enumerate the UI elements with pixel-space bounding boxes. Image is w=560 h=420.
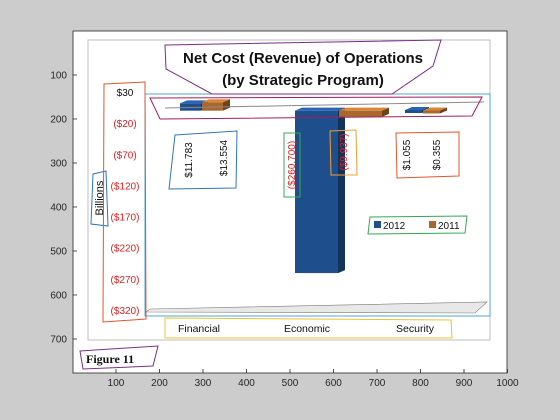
y-tick-label: $30 — [117, 88, 134, 99]
bar-front — [295, 110, 338, 274]
data-label: $1.055 — [402, 139, 413, 170]
outer-y-tick-label: 700 — [50, 335, 67, 346]
bar-front — [180, 103, 201, 111]
outer-x-axis: 100 200 300 400 500 600 700 800 900 1000 — [108, 369, 519, 389]
outer-x-tick-label: 400 — [238, 378, 255, 389]
outer-y-tick-label: 200 — [50, 115, 67, 126]
label-box-security — [395, 131, 460, 179]
y-tick-labels: $30 ($20) ($70) ($120) ($170) ($220) ($270) ($3… — [111, 88, 140, 317]
category-label: Security — [396, 323, 435, 335]
outer-y-tick-label: 100 — [50, 71, 67, 82]
bar-side — [440, 107, 447, 114]
ytick-box — [102, 81, 147, 323]
chart-image-frame — [87, 39, 491, 341]
outer-x-tick-label: 300 — [195, 378, 212, 389]
outer-x-tick-label: 100 — [108, 378, 125, 389]
outer-y-tick-label: 500 — [50, 247, 67, 258]
outer-x-tick-label: 600 — [325, 378, 342, 389]
bar-top — [180, 100, 208, 104]
bar-front — [202, 102, 223, 111]
y-tick-label: ($70) — [113, 150, 136, 161]
legend: 2012 2011 — [374, 221, 460, 232]
legend-label: 2011 — [438, 221, 460, 232]
bar-side — [338, 107, 345, 274]
data-label: $13.554 — [219, 139, 230, 176]
title-box — [164, 39, 442, 95]
label-box-economic-2012 — [283, 132, 301, 198]
category-label: Economic — [284, 323, 330, 335]
bar-2012-economic — [295, 107, 345, 274]
label-box-financial — [168, 130, 238, 190]
outer-x-tick-label: 800 — [412, 378, 429, 389]
bar-front — [405, 110, 422, 114]
baseline-box — [149, 96, 483, 120]
zero-baseline — [164, 101, 485, 109]
y-tick-label: ($170) — [111, 213, 140, 224]
y-tick-label: ($120) — [111, 181, 140, 192]
bar-front — [339, 110, 382, 117]
label-box-economic-2011 — [329, 129, 358, 176]
data-labels: $11.783 $13.554 ($260.700) ($9.937) $1.055 $0… — [184, 133, 443, 189]
y-tick-label: ($270) — [111, 275, 140, 286]
bar-top — [423, 107, 447, 111]
outer-y-tick-label: 400 — [50, 203, 67, 214]
bar-front — [423, 110, 440, 114]
y-tick-label: ($20) — [113, 119, 136, 130]
ylabel-box — [90, 170, 109, 227]
outer-x-tick-label: 900 — [456, 378, 473, 389]
figure-label: Figure 11 — [86, 352, 134, 366]
legend-label: 2012 — [383, 221, 406, 232]
legend-swatch — [374, 221, 381, 228]
data-label: ($9.937) — [339, 133, 350, 170]
data-label: ($260.700) — [287, 141, 298, 189]
category-label-box — [164, 317, 453, 339]
bar-2011-security — [423, 107, 447, 114]
outer-y-tick-label: 600 — [50, 291, 67, 302]
category-labels: Financial Economic Security — [178, 323, 435, 335]
y-tick-label: ($220) — [111, 244, 140, 255]
outer-y-tick-label: 300 — [50, 159, 67, 170]
bar-side — [382, 107, 389, 117]
bar-2011-economic — [339, 107, 389, 117]
bar-top — [202, 99, 230, 103]
legend-swatch — [429, 221, 436, 228]
outer-x-tick-label: 700 — [369, 378, 386, 389]
chart-title-line1: Net Cost (Revenue) of Operations — [183, 50, 423, 67]
outer-x-tick-label: 1000 — [496, 378, 519, 389]
bar-2011-financial — [202, 99, 230, 111]
outer-x-tick-label: 200 — [151, 378, 168, 389]
outer-y-axis: 100 200 300 400 500 600 700 — [50, 71, 77, 346]
bars — [180, 99, 447, 274]
y-axis-label: Billions — [94, 180, 106, 215]
category-label: Financial — [178, 323, 220, 335]
chart-floor — [145, 301, 488, 314]
chart-title-line2: (by Strategic Program) — [222, 72, 384, 89]
data-label: $0.355 — [432, 139, 443, 170]
figure-label-box — [79, 345, 159, 370]
bar-top — [339, 107, 389, 111]
outer-x-tick-label: 500 — [282, 378, 299, 389]
data-label: $11.783 — [184, 142, 195, 178]
legend-box — [367, 215, 468, 235]
bar-top — [295, 107, 345, 111]
bar-side — [223, 99, 230, 111]
y-tick-label: ($320) — [111, 306, 140, 317]
bar-top — [405, 107, 429, 111]
